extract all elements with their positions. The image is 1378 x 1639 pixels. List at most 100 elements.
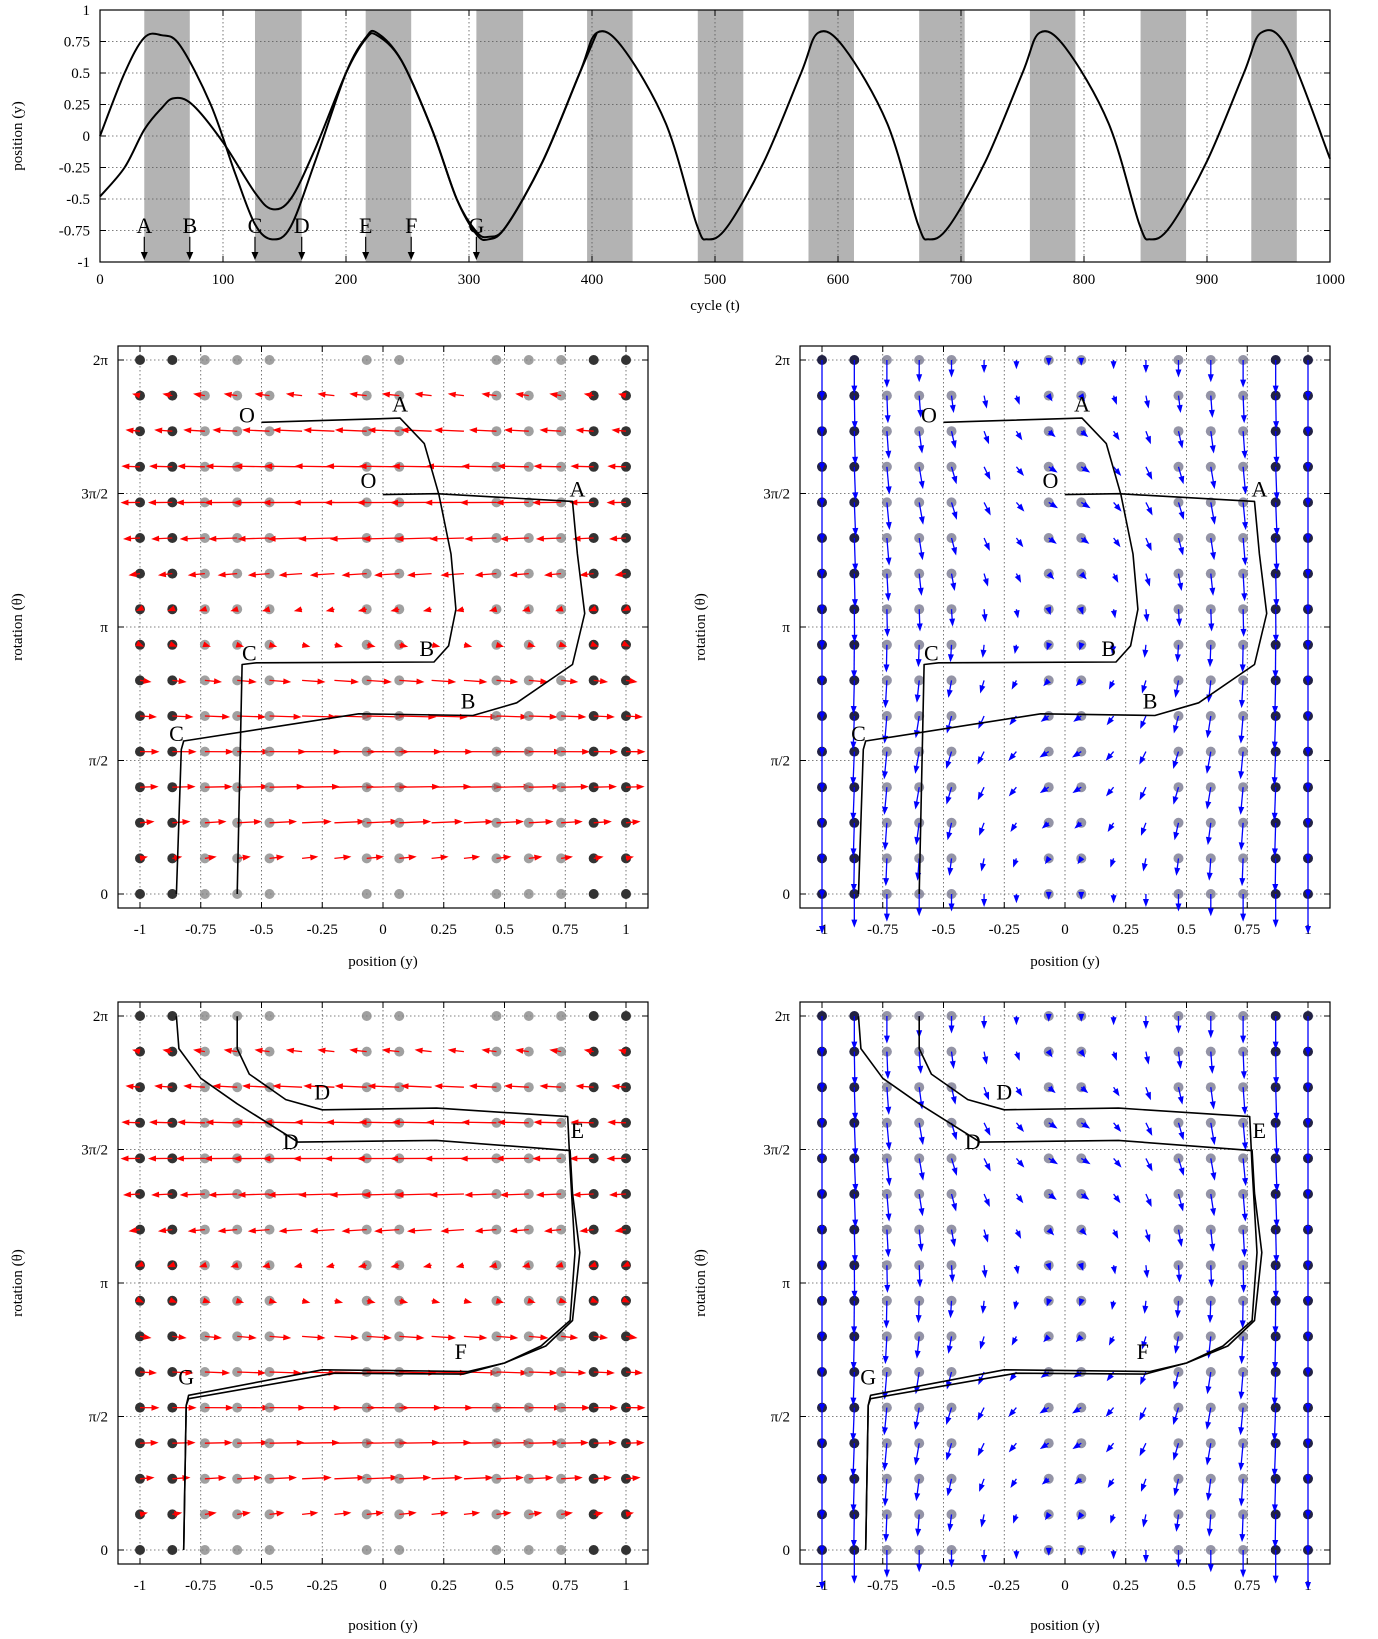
field-arrow-head	[564, 1510, 573, 1517]
chart-phase-blue-1: -1-0.75-0.5-0.2500.250.50.7510π/2π3π/22π…	[693, 345, 1331, 970]
field-arrow	[1242, 466, 1246, 490]
field-arrow-head	[1210, 1172, 1217, 1181]
field-arrow	[496, 1477, 520, 1480]
field-arrow-head	[205, 463, 214, 470]
field-arrow-head	[1175, 1559, 1182, 1568]
field-arrow-head	[982, 578, 989, 587]
field-arrow	[314, 572, 335, 576]
field-arrow-head	[187, 1227, 196, 1234]
field-arrow-head	[883, 1569, 890, 1578]
field-arrow-head	[225, 748, 234, 755]
field-arrow-head	[248, 1334, 257, 1341]
field-arrow-head	[254, 391, 263, 398]
field-arrow	[852, 751, 855, 781]
field-arrow-head	[819, 1368, 825, 1377]
field-arrow-head	[545, 818, 554, 825]
field-arrow	[463, 821, 489, 824]
field-arrow-head	[400, 427, 409, 434]
field-arrow-head	[543, 1227, 553, 1234]
field-arrow-head	[1041, 1477, 1050, 1485]
field-arrow	[1240, 751, 1244, 775]
x-tick-label: -1	[134, 1578, 147, 1594]
field-arrow-head	[258, 713, 267, 720]
field-arrow-head	[309, 571, 318, 578]
field-arrow-head	[947, 1310, 954, 1319]
field-arrow-head	[235, 1297, 245, 1304]
field-arrow-head	[914, 836, 921, 846]
field-arrow-head	[549, 1369, 558, 1376]
x-tick-label: -0.75	[867, 922, 898, 938]
field-arrow-head	[1273, 527, 1280, 537]
field-arrow	[561, 1442, 584, 1444]
field-arrow-head	[637, 748, 646, 755]
field-arrow-head	[914, 694, 921, 703]
field-arrow-head	[549, 1048, 558, 1054]
field-arrow	[853, 573, 856, 603]
field-arrow	[508, 429, 529, 432]
field-arrow-head	[1111, 574, 1119, 583]
y-tick-label: 0.5	[71, 66, 90, 82]
field-arrow	[246, 429, 270, 432]
field-arrow-head	[1110, 1017, 1117, 1026]
field-arrow-head	[949, 404, 956, 414]
field-arrow-head	[578, 1369, 587, 1376]
shaded-interval	[587, 10, 633, 262]
state-dot	[621, 355, 631, 366]
field-arrow-head	[882, 1427, 888, 1436]
field-arrow-head	[636, 783, 645, 790]
field-arrow-head	[1238, 1391, 1245, 1400]
field-arrow-head	[303, 427, 312, 434]
field-arrow-head	[1210, 1207, 1217, 1217]
field-arrow-head	[1305, 748, 1311, 757]
field-arrow	[508, 1085, 529, 1088]
state-dot	[491, 355, 502, 366]
field-arrow	[204, 1371, 226, 1374]
field-arrow-head	[178, 1334, 187, 1341]
marker-label-F: F	[405, 213, 417, 238]
field-arrow	[302, 679, 321, 683]
x-tick-label: 0	[1061, 1578, 1069, 1594]
field-arrow-head	[980, 863, 986, 872]
field-arrow	[885, 858, 888, 882]
field-arrow-head	[223, 391, 232, 398]
field-arrow-head	[422, 1262, 432, 1269]
state-dot	[621, 1011, 631, 1022]
x-tick-label: 0.75	[1234, 1578, 1260, 1594]
field-arrow	[886, 537, 890, 561]
field-arrow	[884, 1407, 888, 1431]
field-arrow-head	[913, 1421, 920, 1430]
trajectory-label-A: A	[1251, 476, 1267, 501]
field-arrow-head	[1105, 1444, 1114, 1453]
field-arrow-head	[1075, 1334, 1084, 1343]
field-arrow-head	[1210, 551, 1217, 561]
field-arrow-head	[946, 1345, 953, 1354]
y-axis-label: rotation (θ)	[10, 593, 26, 661]
field-arrow-head	[204, 1155, 213, 1162]
field-arrow-head	[1146, 1162, 1153, 1172]
field-arrow	[399, 1335, 420, 1339]
field-arrow	[431, 1477, 458, 1480]
field-arrow-head	[883, 379, 890, 388]
field-arrow-head	[1273, 492, 1280, 501]
field-arrow-head	[948, 1559, 955, 1568]
field-arrow-head	[882, 806, 889, 815]
field-arrow-head	[325, 1119, 334, 1126]
trajectory-label-O: O	[360, 468, 376, 493]
field-arrow-head	[1272, 705, 1279, 715]
field-arrow-head	[499, 535, 508, 542]
field-arrow-head	[515, 818, 524, 825]
field-arrow-head	[1273, 1077, 1280, 1086]
field-arrow-head	[212, 1083, 221, 1090]
field-arrow	[853, 466, 857, 496]
y-tick-label: -0.25	[59, 161, 90, 177]
field-arrow-head	[1140, 720, 1147, 730]
field-arrow-head	[852, 492, 859, 501]
state-dot	[264, 1545, 275, 1555]
field-arrow-head	[1305, 427, 1311, 436]
field-arrow	[884, 1371, 888, 1395]
field-arrow-head	[1039, 750, 1048, 758]
field-arrow-head	[885, 1142, 892, 1151]
field-arrow-head	[461, 463, 470, 470]
field-arrow-head	[1209, 445, 1216, 454]
y-tick-label: 2π	[775, 353, 791, 369]
